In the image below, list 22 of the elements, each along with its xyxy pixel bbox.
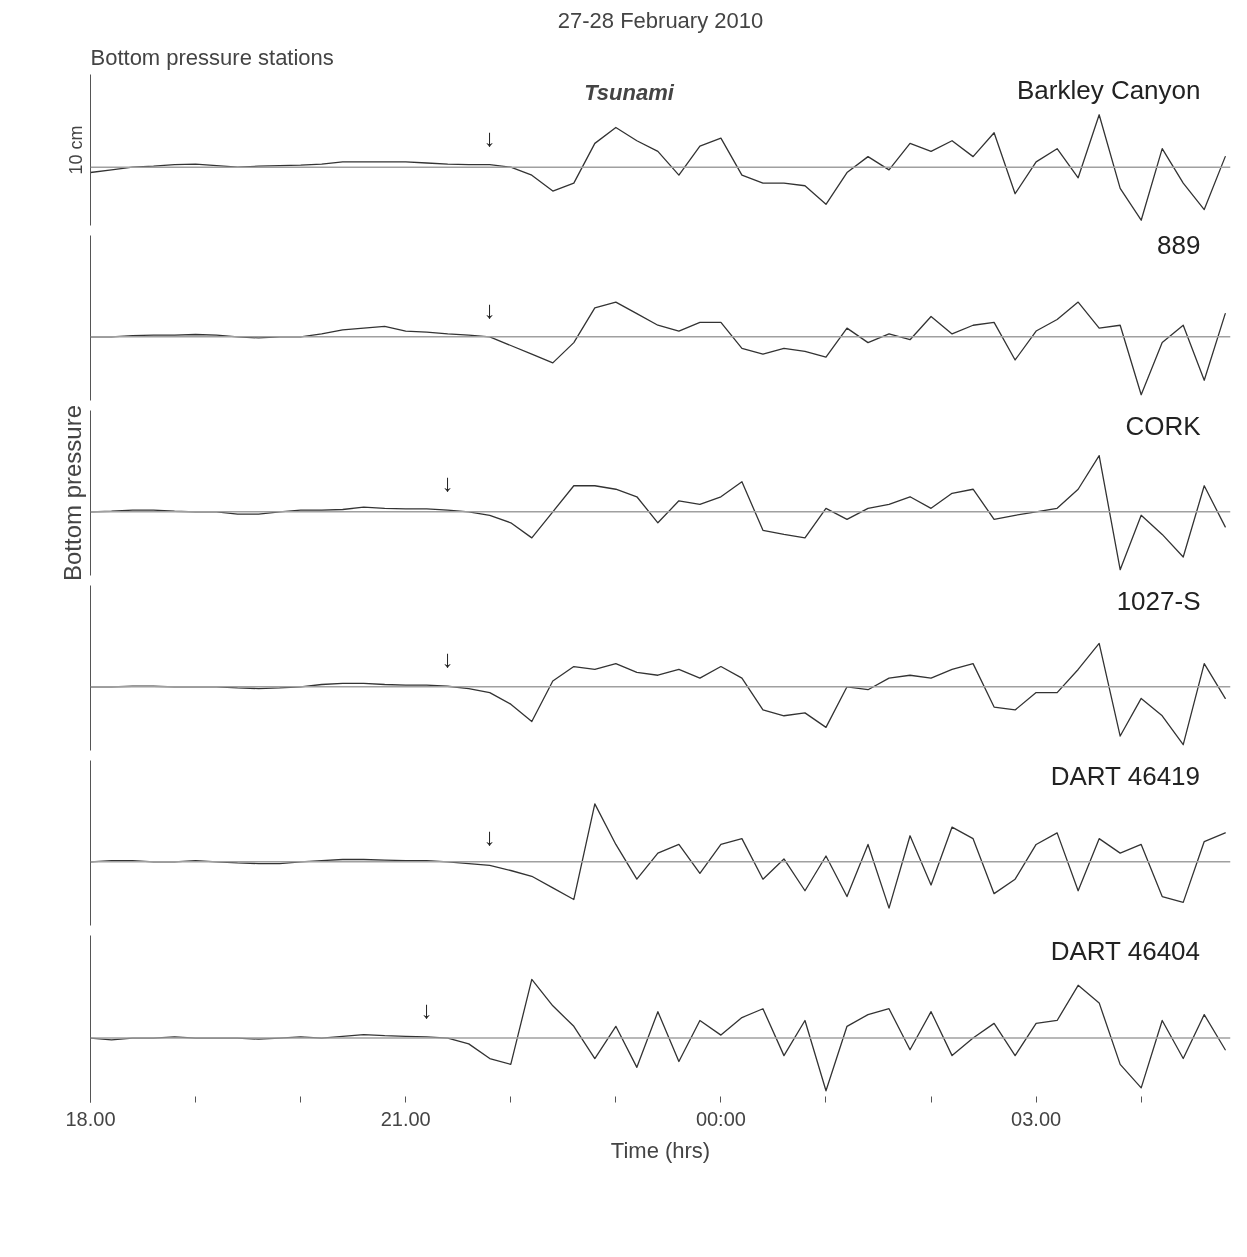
annotation: ↓ bbox=[483, 295, 496, 323]
series-label: DART 46419 bbox=[1050, 760, 1201, 791]
annotation: ↓ bbox=[441, 645, 454, 673]
chart-title: 27-28 February 2010 bbox=[557, 7, 764, 33]
text: 10 cm bbox=[65, 125, 86, 175]
series-label: 1027-S bbox=[1116, 585, 1201, 616]
x-tick-label: 00:00 bbox=[695, 1107, 746, 1130]
x-axis-title: Time (hrs) bbox=[610, 1137, 711, 1163]
x-tick-label: 21.00 bbox=[380, 1107, 431, 1130]
x-tick-label: 03.00 bbox=[1011, 1107, 1062, 1130]
text: 889 bbox=[1157, 229, 1201, 260]
annotation: ↓ bbox=[441, 469, 454, 497]
annotation: ↓ bbox=[483, 123, 496, 151]
chart-subtitle: Bottom pressure stations bbox=[90, 44, 334, 70]
series-label: CORK bbox=[1125, 410, 1202, 441]
series-label: Barkley Canyon bbox=[1016, 74, 1201, 105]
annotation: ↓ bbox=[483, 822, 496, 850]
series-label: DART 46404 bbox=[1050, 935, 1201, 966]
annotation: ↓ bbox=[420, 995, 433, 1023]
x-tick-label: 18.00 bbox=[65, 1107, 116, 1130]
y-axis-title: Bottom pressure bbox=[58, 404, 86, 582]
text: Tsunami bbox=[584, 79, 675, 105]
